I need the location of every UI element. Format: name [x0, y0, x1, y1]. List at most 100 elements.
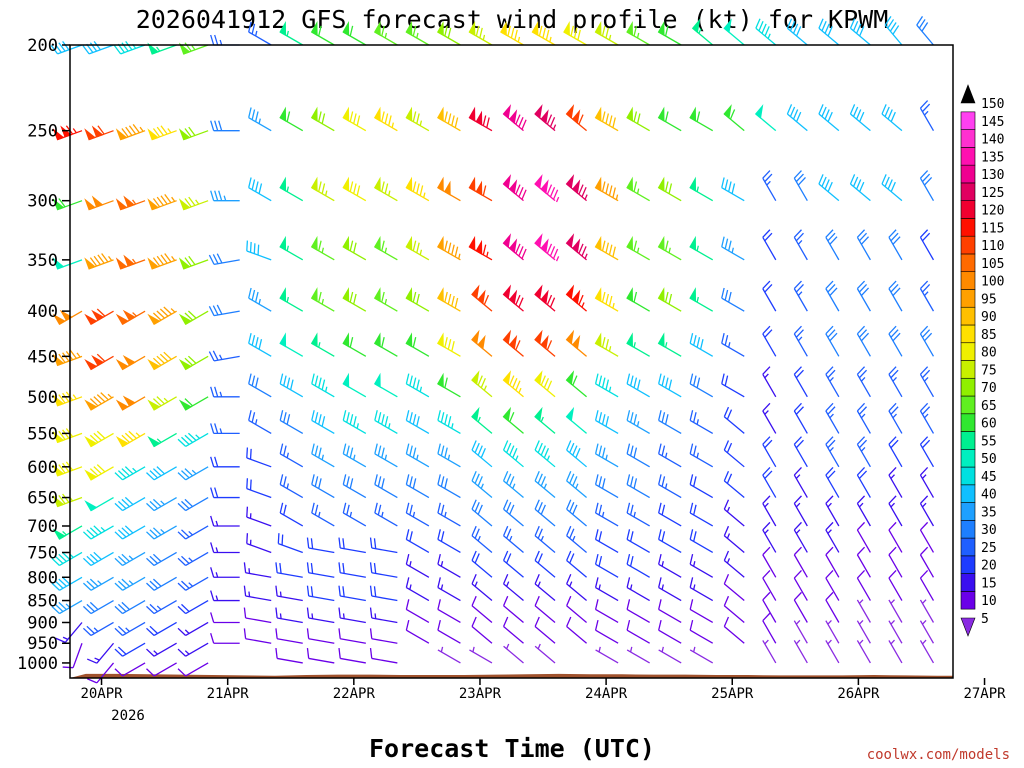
barb-half — [795, 639, 801, 645]
barb-full — [416, 113, 420, 124]
barb-shaft — [721, 246, 745, 261]
wind-barb — [658, 474, 682, 499]
barb-full — [605, 183, 610, 194]
wind-barb — [825, 402, 840, 434]
barb-full — [96, 353, 106, 362]
wind-barb — [84, 496, 114, 512]
barb-flag — [508, 179, 518, 195]
wind-barb — [338, 628, 366, 644]
wind-barb — [177, 599, 209, 615]
barb-flag — [310, 235, 318, 252]
barb-flag — [279, 332, 287, 348]
wind-barb — [246, 447, 272, 468]
barb-shaft — [762, 333, 777, 357]
barb-full — [54, 43, 62, 53]
barb-full — [633, 478, 638, 489]
barb-full — [114, 668, 124, 677]
wind-barb — [246, 533, 272, 554]
barb-full — [818, 104, 824, 115]
wind-barb — [84, 464, 114, 481]
colorbar-label: 105 — [981, 257, 1004, 272]
barb-shaft — [689, 563, 714, 578]
barb-flag — [437, 106, 444, 122]
barb-shaft — [277, 595, 303, 602]
barb-half — [311, 613, 314, 619]
wind-barb — [565, 329, 587, 357]
barb-full — [626, 553, 631, 565]
wind-barb — [534, 440, 556, 468]
barb-shaft — [762, 410, 777, 434]
wind-barb — [502, 525, 524, 553]
barb-full — [405, 474, 410, 485]
barb-full — [689, 373, 694, 384]
barb-half — [258, 298, 261, 305]
barb-full — [381, 240, 385, 252]
barb-full — [668, 183, 673, 194]
barb-full — [518, 116, 524, 128]
barb-full — [566, 470, 572, 482]
barb-full — [762, 402, 771, 412]
barb-full — [248, 177, 252, 188]
wind-barb — [626, 553, 650, 578]
wind-barb — [114, 621, 146, 637]
barb-shaft — [503, 645, 524, 664]
barb-flag — [115, 436, 130, 448]
wind-barb — [818, 174, 840, 202]
barb-half — [636, 32, 640, 39]
barb-half — [923, 110, 929, 116]
wind-barb — [86, 642, 115, 664]
barb-full — [858, 232, 868, 242]
barb-full — [275, 562, 278, 573]
wind-barb — [86, 662, 115, 684]
barb-full — [152, 468, 162, 477]
wind-barb — [888, 599, 903, 623]
barb-full — [311, 502, 315, 514]
barb-full — [156, 126, 164, 136]
wind-barb — [658, 373, 682, 398]
barb-full — [626, 577, 631, 588]
barb-full — [208, 306, 215, 316]
wind-barb — [658, 646, 682, 664]
barb-half — [153, 650, 159, 655]
wind-barb — [762, 229, 777, 261]
barb-full — [629, 531, 634, 542]
wind-barb — [52, 428, 83, 444]
barb-half — [65, 603, 71, 609]
wind-barb — [502, 440, 524, 468]
barb-shaft — [825, 620, 840, 644]
barb-shaft — [723, 583, 745, 602]
barb-shaft — [213, 259, 240, 266]
barb-flag — [405, 287, 413, 303]
barb-full — [93, 551, 102, 560]
barb-shaft — [566, 480, 587, 499]
barb-shaft — [308, 638, 335, 644]
barb-full — [693, 445, 697, 456]
barb-half — [633, 342, 636, 348]
barb-half — [477, 535, 481, 542]
wind-barb — [338, 585, 366, 602]
barb-half — [318, 511, 321, 518]
barb-full — [409, 531, 413, 542]
barb-flag — [475, 110, 483, 126]
barb-shaft — [762, 288, 777, 312]
barb-half — [608, 386, 612, 392]
barb-full — [762, 229, 771, 238]
barb-full — [412, 337, 417, 348]
barb-full — [502, 616, 509, 627]
barb-shaft — [626, 483, 650, 499]
barb-full — [409, 476, 413, 487]
barb-full — [416, 416, 420, 427]
barb-full — [51, 557, 60, 566]
barb-shaft — [371, 572, 398, 578]
terrain-area — [70, 673, 953, 678]
barb-flag — [52, 528, 66, 540]
barb-flag — [443, 180, 451, 196]
barb-full — [121, 434, 130, 443]
wind-barb — [721, 287, 745, 312]
barb-shaft — [888, 620, 903, 644]
barb-shaft — [658, 483, 682, 499]
barb-shaft — [566, 626, 587, 644]
barb-full — [721, 177, 725, 188]
barb-full — [338, 607, 341, 619]
barb-full — [156, 196, 164, 206]
